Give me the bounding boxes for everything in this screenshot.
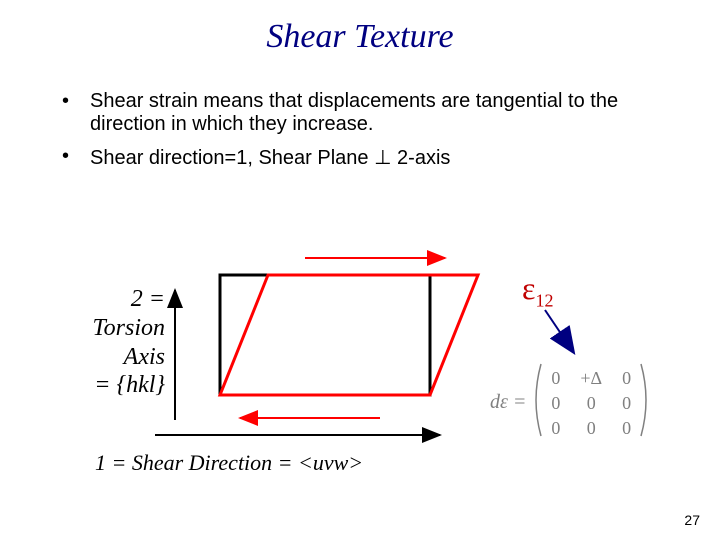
bullet-dot: •	[62, 145, 69, 168]
original-rect	[220, 275, 430, 395]
m22: 0	[612, 416, 641, 441]
matrix-body: 0 +Δ 0 0 0 0 0 0 0	[531, 362, 651, 445]
axis2-line4: = {hkl}	[55, 371, 165, 400]
m21: 0	[570, 416, 612, 441]
matrix-right-paren	[639, 362, 653, 438]
matrix-left-paren	[529, 362, 543, 438]
bullet-1-text: Shear strain means that displacements ar…	[90, 90, 618, 135]
strain-matrix: dε = 0 +Δ 0 0 0 0 0 0 0	[490, 362, 651, 445]
m00: 0	[541, 366, 570, 391]
bullet-dot: •	[62, 90, 69, 113]
m12: 0	[612, 391, 641, 416]
m01: +Δ	[570, 366, 612, 391]
bullet-2-text: Shear direction=1, Shear Plane ⊥ 2-axis	[90, 147, 450, 169]
sheared-parallelogram	[220, 275, 478, 395]
axis2-line1: 2 =	[55, 285, 165, 314]
bullet-2: • Shear direction=1, Shear Plane ⊥ 2-axi…	[90, 145, 650, 170]
m10: 0	[541, 391, 570, 416]
axis-1-label: 1 = Shear Direction = <uvw>	[95, 450, 363, 476]
bullet-1: • Shear strain means that displacements …	[90, 90, 650, 136]
axis2-line3: Axis	[55, 343, 165, 372]
page-title: Shear Texture	[0, 18, 720, 56]
axis2-line2: Torsion	[55, 314, 165, 343]
page-number: 27	[684, 512, 700, 528]
epsilon-symbol: ε	[522, 270, 535, 306]
m11: 0	[570, 391, 612, 416]
epsilon-label: ε12	[522, 270, 553, 311]
matrix-table: 0 +Δ 0 0 0 0 0 0 0	[541, 366, 641, 441]
m20: 0	[541, 416, 570, 441]
axis-2-label: 2 = Torsion Axis = {hkl}	[55, 285, 165, 400]
matrix-prefix: dε =	[490, 391, 531, 413]
epsilon-subscript: 12	[535, 290, 553, 310]
m02: 0	[612, 366, 641, 391]
epsilon-arrow	[545, 310, 572, 350]
